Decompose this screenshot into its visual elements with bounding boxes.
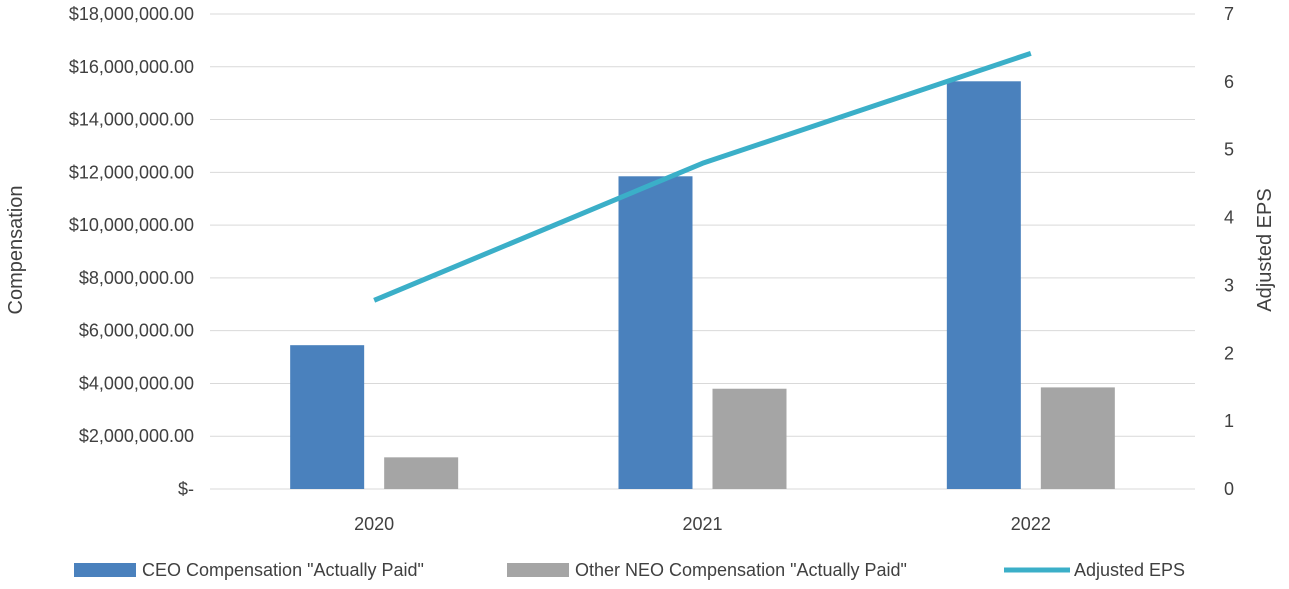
eps-line-path: [373, 50, 1032, 303]
left-axis-ticks: $- $2,000,000.00 $4,000,000.00 $6,000,000.0…: [69, 4, 194, 499]
x-tick-label: 2022: [1011, 514, 1051, 534]
y-tick-label: $-: [178, 479, 194, 499]
y2-tick-label: 6: [1224, 72, 1234, 92]
y2-tick-label: 1: [1224, 411, 1234, 431]
y-tick-label: $14,000,000.00: [69, 110, 194, 130]
legend-swatch: [507, 563, 569, 577]
bars: [290, 81, 1115, 490]
legend: CEO Compensation "Actually Paid" Other NE…: [74, 560, 1185, 580]
right-axis-ticks: 0 1 2 3 4 5 6 7: [1224, 4, 1234, 499]
x-tick-label: 2020: [354, 514, 394, 534]
bar-other-neo-2020: [384, 457, 459, 489]
y2-tick-label: 4: [1224, 208, 1234, 228]
bar-other-neo-2021: [712, 388, 787, 489]
y-tick-label: $18,000,000.00: [69, 4, 194, 24]
y-tick-label: $16,000,000.00: [69, 57, 194, 77]
y-tick-label: $10,000,000.00: [69, 215, 194, 235]
y2-tick-label: 3: [1224, 275, 1234, 295]
y-tick-label: $12,000,000.00: [69, 162, 194, 182]
legend-label: CEO Compensation "Actually Paid": [142, 560, 424, 580]
y2-tick-label: 2: [1224, 343, 1234, 363]
y-tick-label: $6,000,000.00: [79, 321, 194, 341]
bar-other-neo-2022: [1040, 387, 1115, 489]
y-tick-label: $2,000,000.00: [79, 426, 194, 446]
y2-tick-label: 7: [1224, 4, 1234, 24]
legend-swatch: [74, 563, 136, 577]
y-tick-label: $8,000,000.00: [79, 268, 194, 288]
x-tick-label: 2021: [682, 514, 722, 534]
eps-line: [373, 50, 1032, 303]
legend-label: Adjusted EPS: [1074, 560, 1185, 580]
bar-ceo-2021: [618, 176, 693, 489]
y2-tick-label: 5: [1224, 140, 1234, 160]
gridlines: [210, 13, 1195, 490]
bar-ceo-2020: [290, 345, 365, 489]
legend-label: Other NEO Compensation "Actually Paid": [575, 560, 907, 580]
y2-tick-label: 0: [1224, 479, 1234, 499]
bar-ceo-2022: [946, 81, 1021, 490]
y-tick-label: $4,000,000.00: [79, 373, 194, 393]
y2-axis-title: Adjusted EPS: [1254, 188, 1276, 311]
y-axis-title: Compensation: [5, 186, 27, 315]
x-axis-ticks: 2020 2021 2022: [354, 514, 1051, 534]
